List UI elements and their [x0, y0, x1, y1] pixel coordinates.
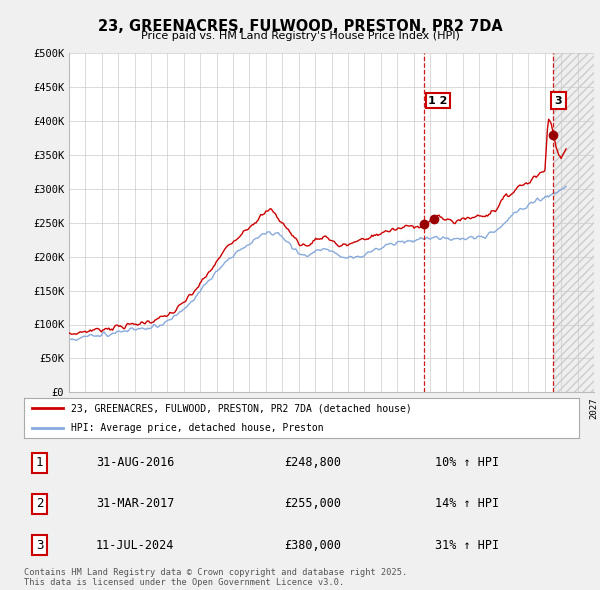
Text: 3: 3 [554, 96, 562, 106]
Text: 11-JUL-2024: 11-JUL-2024 [96, 539, 174, 552]
Text: 31-MAR-2017: 31-MAR-2017 [96, 497, 174, 510]
Text: 31-AUG-2016: 31-AUG-2016 [96, 456, 174, 469]
Bar [554, 53, 594, 392]
Text: 10% ↑ HPI: 10% ↑ HPI [434, 456, 499, 469]
Bar [554, 53, 594, 392]
Text: £255,000: £255,000 [284, 497, 341, 510]
Text: 2: 2 [36, 497, 43, 510]
Text: 1: 1 [36, 456, 43, 469]
Text: 23, GREENACRES, FULWOOD, PRESTON, PR2 7DA (detached house): 23, GREENACRES, FULWOOD, PRESTON, PR2 7D… [71, 404, 412, 414]
Text: 3: 3 [36, 539, 43, 552]
Text: 14% ↑ HPI: 14% ↑ HPI [434, 497, 499, 510]
Text: HPI: Average price, detached house, Preston: HPI: Average price, detached house, Pres… [71, 423, 324, 432]
Text: £248,800: £248,800 [284, 456, 341, 469]
Text: 1 2: 1 2 [428, 96, 448, 106]
Text: 23, GREENACRES, FULWOOD, PRESTON, PR2 7DA: 23, GREENACRES, FULWOOD, PRESTON, PR2 7D… [98, 19, 502, 34]
Text: 31% ↑ HPI: 31% ↑ HPI [434, 539, 499, 552]
Text: Contains HM Land Registry data © Crown copyright and database right 2025.
This d: Contains HM Land Registry data © Crown c… [24, 568, 407, 587]
Text: £380,000: £380,000 [284, 539, 341, 552]
Text: Price paid vs. HM Land Registry's House Price Index (HPI): Price paid vs. HM Land Registry's House … [140, 31, 460, 41]
